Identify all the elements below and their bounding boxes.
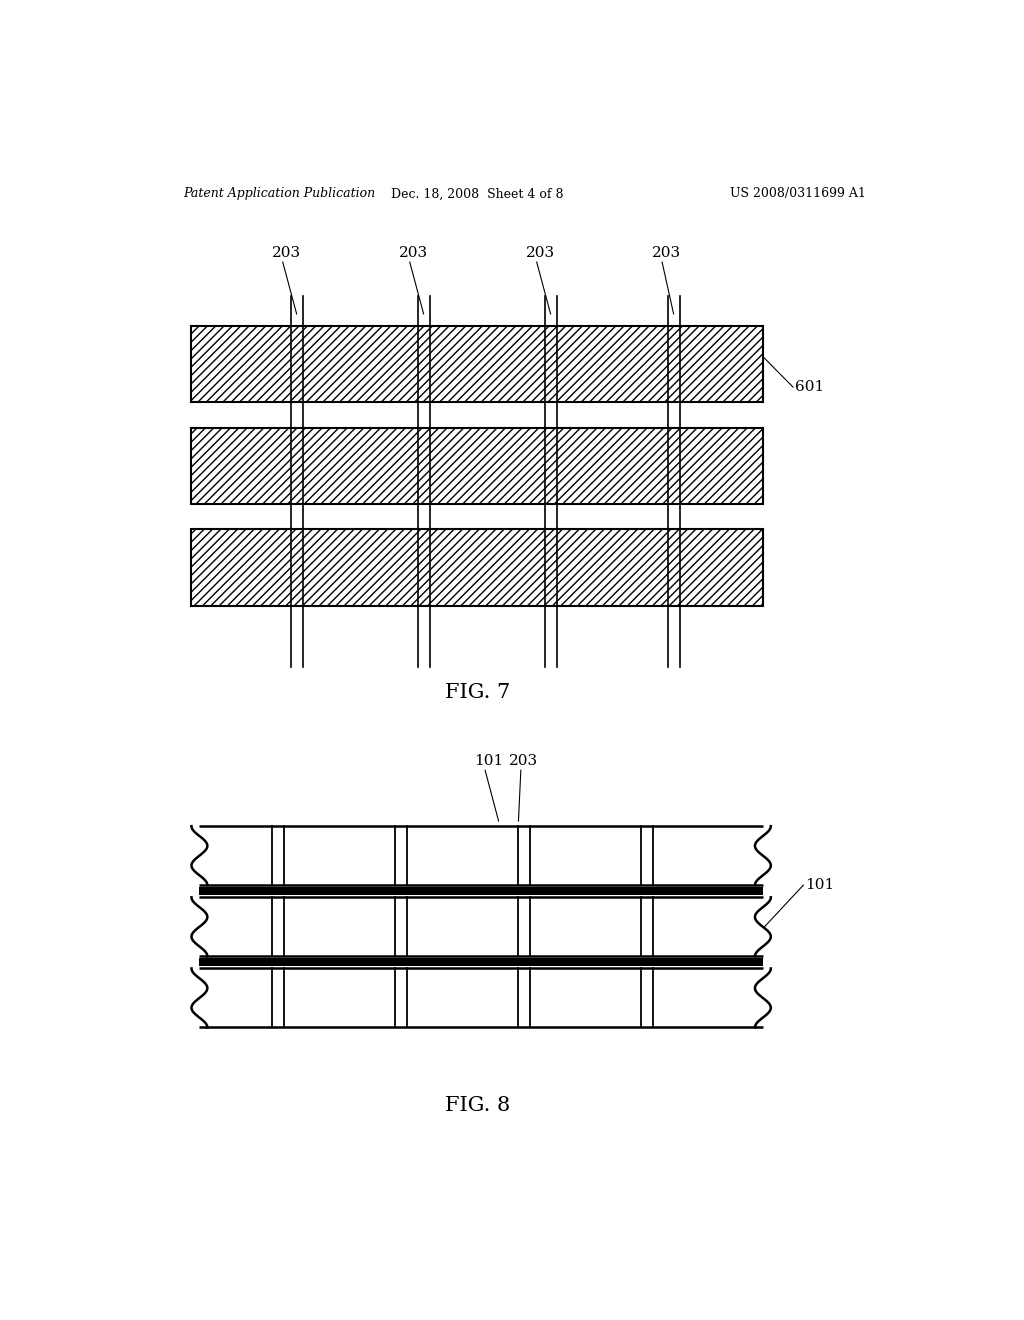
- Text: FIG. 8: FIG. 8: [444, 1096, 510, 1115]
- Text: 203: 203: [272, 246, 301, 260]
- Text: Patent Application Publication: Patent Application Publication: [183, 187, 376, 201]
- Bar: [191, 428, 763, 504]
- Bar: [191, 326, 763, 403]
- Text: US 2008/0311699 A1: US 2008/0311699 A1: [730, 187, 866, 201]
- Bar: [200, 958, 763, 966]
- Bar: [191, 529, 763, 606]
- Text: Dec. 18, 2008  Sheet 4 of 8: Dec. 18, 2008 Sheet 4 of 8: [391, 187, 563, 201]
- Text: 101: 101: [805, 878, 835, 892]
- Text: 601: 601: [795, 380, 824, 395]
- Polygon shape: [191, 826, 771, 886]
- Text: 203: 203: [651, 246, 681, 260]
- Polygon shape: [191, 898, 771, 956]
- Text: 203: 203: [399, 246, 428, 260]
- Polygon shape: [191, 969, 771, 1027]
- Bar: [200, 887, 763, 895]
- Text: 101: 101: [474, 754, 504, 768]
- Text: 203: 203: [509, 754, 538, 768]
- Text: 203: 203: [526, 246, 555, 260]
- Text: FIG. 7: FIG. 7: [444, 682, 510, 701]
